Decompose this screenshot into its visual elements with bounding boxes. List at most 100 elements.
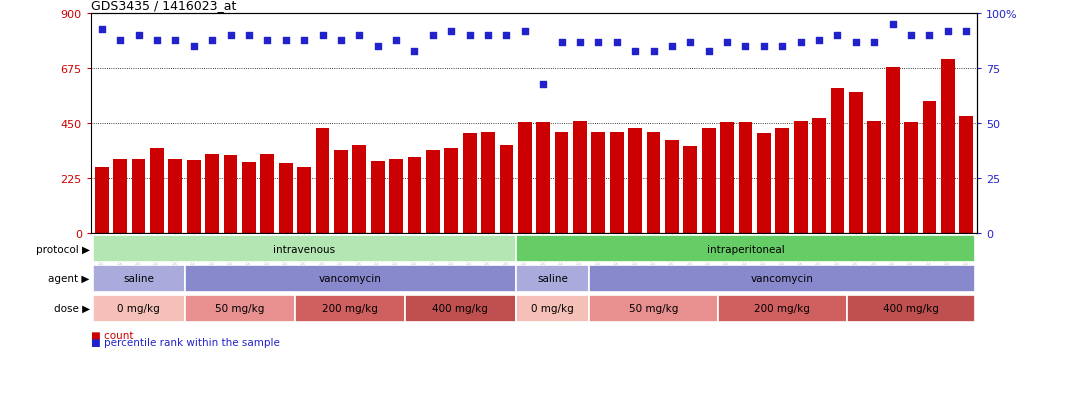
Bar xyxy=(516,295,590,322)
Bar xyxy=(205,154,219,233)
Bar xyxy=(775,129,789,233)
Point xyxy=(811,38,828,44)
Bar xyxy=(169,159,183,233)
Point xyxy=(645,48,662,55)
Text: 0 mg/kg: 0 mg/kg xyxy=(117,304,160,313)
Point xyxy=(535,81,552,88)
Bar xyxy=(500,146,514,233)
Bar xyxy=(113,159,127,233)
Bar xyxy=(590,295,718,322)
Bar xyxy=(646,133,660,233)
Bar xyxy=(867,121,881,233)
Point xyxy=(701,48,718,55)
Point xyxy=(902,33,920,40)
Point xyxy=(314,33,331,40)
Text: dose ▶: dose ▶ xyxy=(53,304,90,313)
Point xyxy=(130,33,147,40)
Point xyxy=(553,40,570,46)
Bar xyxy=(885,68,899,233)
Bar xyxy=(297,168,311,233)
Point xyxy=(884,22,901,28)
Text: intravenous: intravenous xyxy=(273,244,335,254)
Text: saline: saline xyxy=(537,274,568,284)
Bar xyxy=(959,116,973,233)
Bar xyxy=(352,146,366,233)
Point xyxy=(480,33,497,40)
Point xyxy=(847,40,864,46)
Point xyxy=(278,38,295,44)
Text: 50 mg/kg: 50 mg/kg xyxy=(629,304,678,313)
Point xyxy=(240,33,257,40)
Point xyxy=(350,33,367,40)
Text: 400 mg/kg: 400 mg/kg xyxy=(433,304,488,313)
Point xyxy=(167,38,184,44)
Point xyxy=(681,40,698,46)
Bar xyxy=(757,134,771,233)
Point xyxy=(773,44,790,50)
Bar xyxy=(718,295,847,322)
Point xyxy=(719,40,736,46)
Point xyxy=(406,48,423,55)
Point xyxy=(571,40,588,46)
Point xyxy=(663,44,680,50)
Bar xyxy=(923,102,937,233)
Bar xyxy=(95,168,109,233)
Point xyxy=(461,33,478,40)
Bar xyxy=(812,119,826,233)
Point xyxy=(296,38,313,44)
Point xyxy=(516,28,533,35)
Point xyxy=(608,40,625,46)
Point xyxy=(590,40,607,46)
Text: protocol ▶: protocol ▶ xyxy=(35,244,90,254)
Bar xyxy=(371,161,384,233)
Bar xyxy=(405,295,516,322)
Bar xyxy=(93,235,516,263)
Bar xyxy=(261,154,274,233)
Bar xyxy=(684,147,697,233)
Point xyxy=(829,33,846,40)
Text: agent ▶: agent ▶ xyxy=(48,274,90,284)
Point xyxy=(424,33,441,40)
Bar xyxy=(223,156,237,233)
Bar xyxy=(702,129,716,233)
Text: 50 mg/kg: 50 mg/kg xyxy=(215,304,265,313)
Point xyxy=(737,44,754,50)
Text: ■ percentile rank within the sample: ■ percentile rank within the sample xyxy=(91,337,280,347)
Bar xyxy=(316,129,329,233)
Point xyxy=(370,44,387,50)
Bar xyxy=(905,123,917,233)
Bar xyxy=(720,123,734,233)
Point xyxy=(388,38,405,44)
Text: vancomycin: vancomycin xyxy=(318,274,381,284)
Bar xyxy=(93,295,185,322)
Text: 0 mg/kg: 0 mg/kg xyxy=(531,304,574,313)
Point xyxy=(148,38,166,44)
Bar xyxy=(131,159,145,233)
Point xyxy=(112,38,129,44)
Bar xyxy=(187,160,201,233)
Point xyxy=(755,44,772,50)
Bar xyxy=(334,151,348,233)
Text: 200 mg/kg: 200 mg/kg xyxy=(323,304,378,313)
Bar xyxy=(574,121,587,233)
Bar xyxy=(481,133,494,233)
Point xyxy=(204,38,221,44)
Point xyxy=(958,28,975,35)
Point xyxy=(332,38,349,44)
Point xyxy=(93,26,110,33)
Bar xyxy=(444,148,458,233)
Text: 400 mg/kg: 400 mg/kg xyxy=(883,304,939,313)
Bar xyxy=(279,164,293,233)
Point xyxy=(921,33,938,40)
Bar xyxy=(739,123,752,233)
Point xyxy=(627,48,644,55)
Text: 200 mg/kg: 200 mg/kg xyxy=(754,304,811,313)
Text: GDS3435 / 1416023_at: GDS3435 / 1416023_at xyxy=(91,0,236,12)
Text: ■ count: ■ count xyxy=(91,330,134,340)
Point xyxy=(443,28,460,35)
Bar xyxy=(426,151,440,233)
Text: intraperitoneal: intraperitoneal xyxy=(707,244,784,254)
Bar xyxy=(295,295,405,322)
Point xyxy=(498,33,515,40)
Point xyxy=(222,33,239,40)
